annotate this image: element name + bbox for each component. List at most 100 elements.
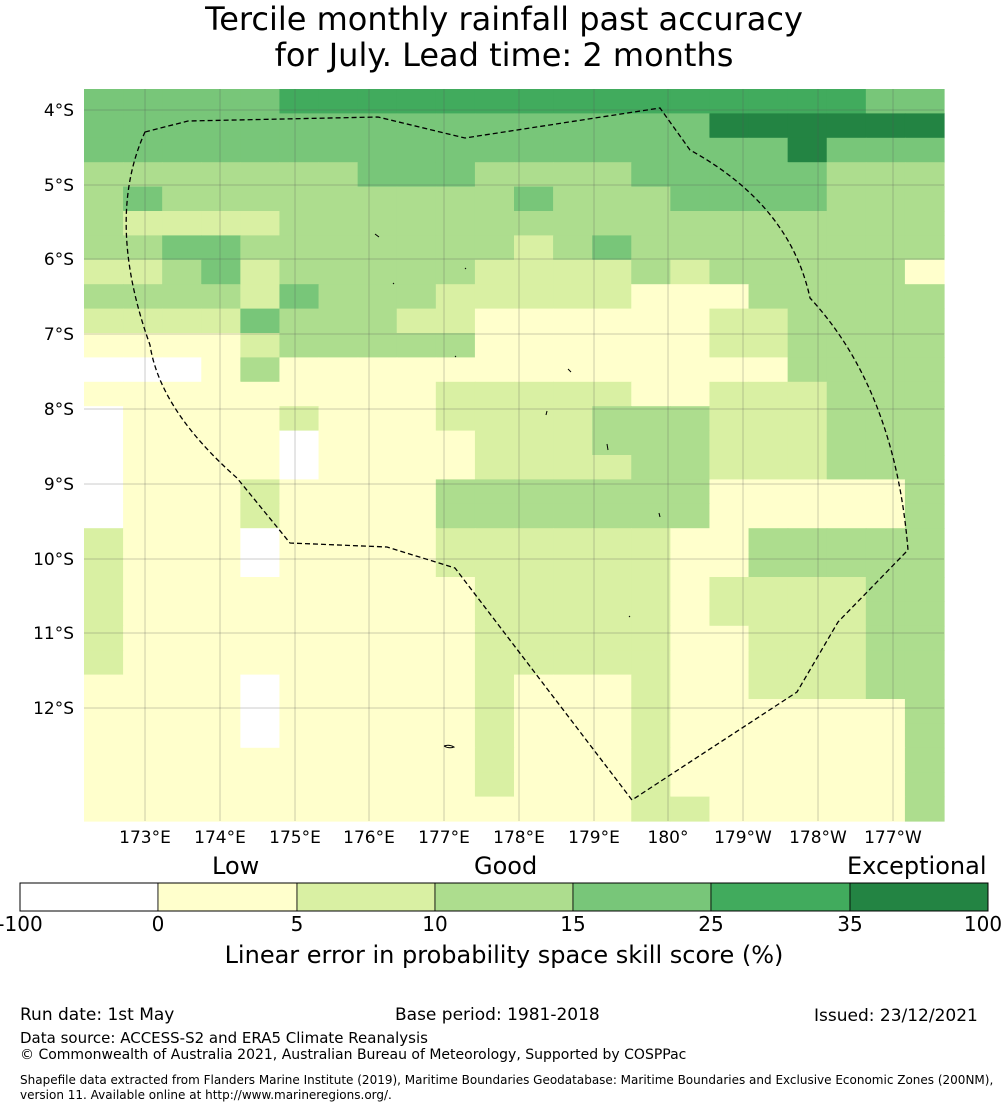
grid-cell xyxy=(435,601,476,627)
grid-cell xyxy=(357,381,398,407)
grid-cell xyxy=(709,552,750,578)
grid-cell xyxy=(670,674,711,700)
grid-cell xyxy=(748,601,789,627)
grid-cell xyxy=(474,772,515,798)
grid-cell xyxy=(514,235,554,261)
grid-cell xyxy=(357,601,398,627)
grid-cell xyxy=(670,455,711,480)
grid-cell xyxy=(435,552,476,578)
grid-cell xyxy=(84,406,124,432)
grid-cell xyxy=(631,528,671,554)
colorbar-segment xyxy=(157,882,298,912)
grid-cell xyxy=(318,137,359,163)
grid-cell xyxy=(123,406,163,432)
grid-cell xyxy=(631,723,671,749)
grid-cell xyxy=(474,528,515,554)
grid-cell xyxy=(123,455,163,480)
grid-cell xyxy=(279,162,320,188)
grid-cell xyxy=(279,723,320,749)
grid-cell xyxy=(357,772,398,798)
grid-cell xyxy=(553,430,593,456)
grid-cell xyxy=(865,503,906,529)
grid-cell xyxy=(670,357,711,383)
grid-cell xyxy=(84,333,124,358)
grid-cell xyxy=(474,357,515,383)
grid-cell xyxy=(162,528,202,554)
grid-cell xyxy=(318,455,359,480)
grid-cell xyxy=(709,625,750,651)
grid-cell xyxy=(904,552,945,578)
grid-cell xyxy=(748,333,789,358)
grid-cell xyxy=(123,601,163,627)
grid-cell xyxy=(201,186,241,212)
grid-cell xyxy=(553,381,593,407)
grid-cell xyxy=(787,625,828,651)
grid-cell xyxy=(318,772,359,798)
latitude-label: 10°S xyxy=(33,550,74,570)
grid-cell xyxy=(787,577,828,602)
colorbar-tick-label: 25 xyxy=(698,912,724,936)
grid-cell xyxy=(279,796,320,822)
grid-cell xyxy=(514,162,554,188)
grid-cell xyxy=(670,650,711,676)
grid-cell xyxy=(514,381,554,407)
grid-cell xyxy=(279,211,320,236)
grid-cell xyxy=(123,552,163,578)
grid-cell xyxy=(474,650,515,676)
grid-cell xyxy=(123,211,163,236)
grid-cell xyxy=(162,259,202,285)
grid-cell xyxy=(670,381,711,407)
grid-cell xyxy=(123,259,163,285)
grid-cell xyxy=(787,113,828,139)
grid-cell xyxy=(865,406,906,432)
grid-cell xyxy=(162,381,202,407)
grid-cell xyxy=(84,601,124,627)
grid-cell xyxy=(748,674,789,700)
grid-cell xyxy=(709,333,750,358)
grid-cell xyxy=(396,601,437,627)
grid-cell xyxy=(631,699,671,724)
latitude-labels: 4°S 5°S 6°S 7°S 8°S 9°S 10°S 11°S 12°S xyxy=(33,101,74,719)
grid-cell xyxy=(904,308,945,334)
grid-cell xyxy=(631,650,671,676)
grid-cell xyxy=(904,503,945,529)
grid-cell xyxy=(279,455,320,480)
grid-cell xyxy=(865,479,906,505)
grid-cell xyxy=(435,796,476,822)
grid-cell xyxy=(201,137,241,163)
grid-cell xyxy=(318,747,359,773)
grid-cell xyxy=(670,430,711,456)
grid-cell xyxy=(318,259,359,285)
grid-cell xyxy=(748,577,789,602)
grid-cell xyxy=(592,333,632,358)
latitude-label: 11°S xyxy=(33,624,74,644)
grid-cell xyxy=(553,699,593,724)
grid-cell xyxy=(670,113,711,139)
grid-cell xyxy=(865,674,906,700)
grid-cell xyxy=(904,162,945,188)
grid-cell xyxy=(514,577,554,602)
grid-cell xyxy=(826,625,867,651)
grid-cell xyxy=(904,333,945,358)
grid-cell xyxy=(787,674,828,700)
grid-cell xyxy=(553,772,593,798)
grid-cell xyxy=(553,284,593,310)
grid-cell xyxy=(201,284,241,310)
grid-cell xyxy=(84,259,124,285)
grid-cell xyxy=(396,406,437,432)
grid-cell xyxy=(748,406,789,432)
grid-cell xyxy=(748,357,789,383)
grid-cell xyxy=(553,113,593,139)
grid-cell xyxy=(396,650,437,676)
grid-cell xyxy=(435,211,476,236)
grid-cell xyxy=(709,747,750,773)
grid-cell xyxy=(240,430,281,456)
grid-cell xyxy=(474,430,515,456)
grid-cell xyxy=(318,503,359,529)
grid-cell xyxy=(826,333,867,358)
grid-cell xyxy=(396,137,437,163)
grid-cell xyxy=(162,577,202,602)
grid-cell xyxy=(318,162,359,188)
grid-cell xyxy=(357,284,398,310)
grid-cell xyxy=(592,479,632,505)
